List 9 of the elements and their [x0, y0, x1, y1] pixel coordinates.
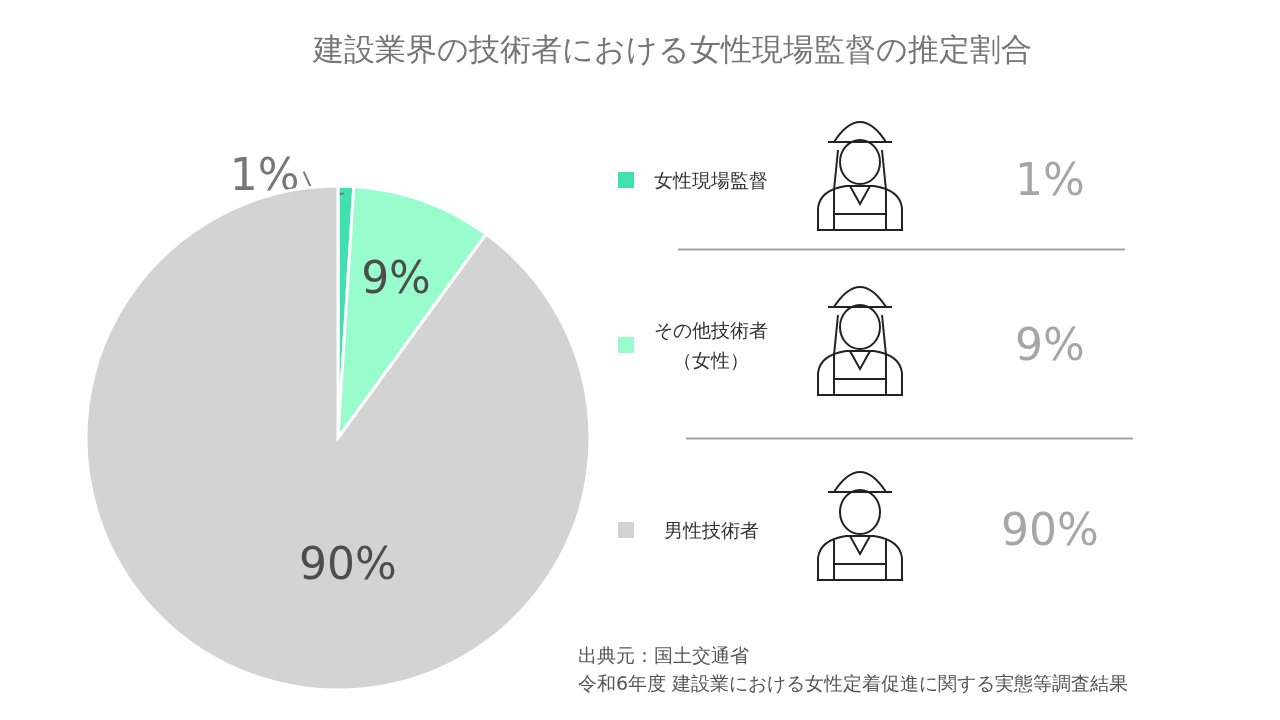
data-label: 1% — [229, 148, 300, 200]
data-label: 90% — [299, 538, 397, 589]
text: 9% — [1015, 319, 1085, 370]
text: 90% — [1001, 504, 1099, 555]
text: 令和6年度 建設業における女性定着促進に関する実態等調査結果 — [578, 672, 1129, 694]
text: 1% — [1015, 154, 1085, 205]
text: 出典元：国土交通省 — [578, 644, 749, 666]
chart-title: 建設業界の技術者における女性現場監督の推定割合 — [311, 31, 1032, 67]
data-label: 9% — [361, 251, 431, 303]
